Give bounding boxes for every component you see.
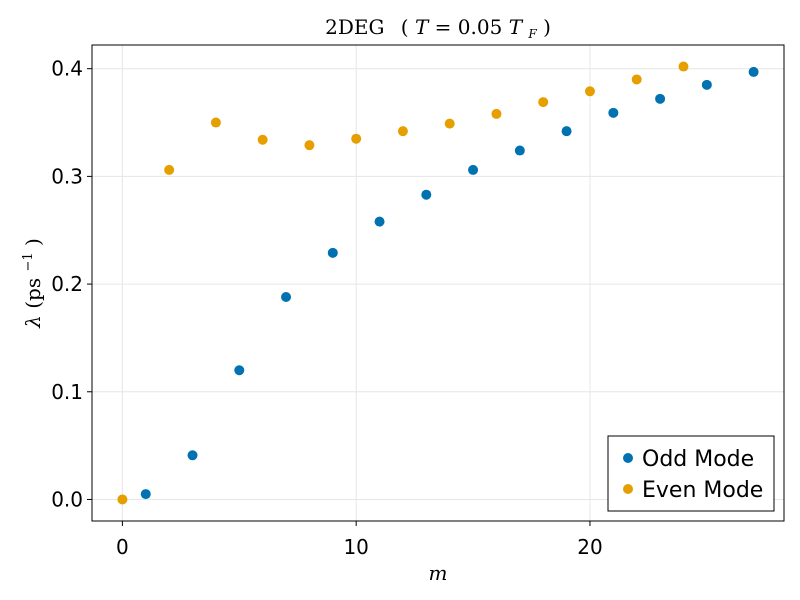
data-point-even-mode <box>210 117 221 128</box>
data-point-even-mode <box>584 86 595 97</box>
ylabel-sup: −1 <box>21 252 36 271</box>
y-tick-label: 0.3 <box>51 164 83 188</box>
legend-marker-odd-mode <box>623 453 633 463</box>
title-T: T <box>415 15 430 39</box>
data-point-odd-mode <box>187 450 198 461</box>
data-point-even-mode <box>491 108 502 119</box>
grid <box>92 45 784 521</box>
x-axis-label: m <box>429 561 448 585</box>
data-point-odd-mode <box>561 126 572 137</box>
data-point-even-mode <box>631 74 642 85</box>
legend-label-odd-mode: Odd Mode <box>642 447 754 472</box>
legend-box <box>607 435 775 512</box>
series-odd-mode <box>140 66 759 500</box>
data-point-odd-mode <box>468 164 479 175</box>
y-tick-label: 0.2 <box>51 272 83 296</box>
data-point-odd-mode <box>608 107 619 118</box>
data-point-odd-mode <box>514 145 525 156</box>
title-sub-F: F <box>527 27 537 41</box>
data-point-even-mode <box>257 134 268 145</box>
legend-label-even-mode: Even Mode <box>642 478 763 503</box>
data-point-odd-mode <box>701 79 712 90</box>
title-open-paren: ( <box>401 15 409 39</box>
plot-frame <box>91 44 785 522</box>
data-point-odd-mode <box>281 292 292 302</box>
data-point-odd-mode <box>234 365 245 376</box>
data-points <box>117 61 759 505</box>
data-point-even-mode <box>538 97 549 108</box>
data-point-odd-mode <box>374 216 385 227</box>
x-tick-label: 10 <box>343 535 368 559</box>
data-point-even-mode <box>397 126 408 137</box>
title-close-paren: ) <box>543 15 551 39</box>
data-point-even-mode <box>304 140 315 151</box>
data-point-odd-mode <box>140 489 151 500</box>
ylabel-lambda: λ <box>21 315 45 329</box>
ylabel-open: (ps <box>21 278 45 309</box>
y-axis-label: λ (ps −1 ) <box>13 238 45 329</box>
data-point-even-mode <box>117 494 128 505</box>
y-tick-label: 0.0 <box>51 487 83 511</box>
data-point-even-mode <box>164 164 175 175</box>
series-even-mode <box>117 61 689 505</box>
title-main: 2DEG <box>325 15 384 39</box>
data-point-odd-mode <box>655 93 666 104</box>
x-tick-label: 20 <box>577 535 602 559</box>
data-point-odd-mode <box>748 66 759 77</box>
data-point-even-mode <box>678 61 689 72</box>
data-point-odd-mode <box>421 189 432 200</box>
legend: Odd Mode Even Mode <box>607 435 775 512</box>
chart-title: 2DEG ( T = 0.05 T F ) <box>325 15 551 43</box>
legend-marker-even-mode <box>623 484 633 494</box>
ylabel-close: ) <box>21 238 45 246</box>
x-tick-label: 0 <box>116 535 129 559</box>
title-equals: = 0.05 <box>435 15 509 39</box>
axis-ticks: 0 10 20 0.0 0.1 0.2 0.3 0.4 <box>51 57 602 559</box>
y-tick-label: 0.1 <box>51 380 83 404</box>
y-tick-label: 0.4 <box>51 57 83 81</box>
data-point-even-mode <box>351 133 362 144</box>
data-point-odd-mode <box>327 247 338 258</box>
data-point-even-mode <box>444 118 455 129</box>
title-TF: T <box>509 15 524 39</box>
